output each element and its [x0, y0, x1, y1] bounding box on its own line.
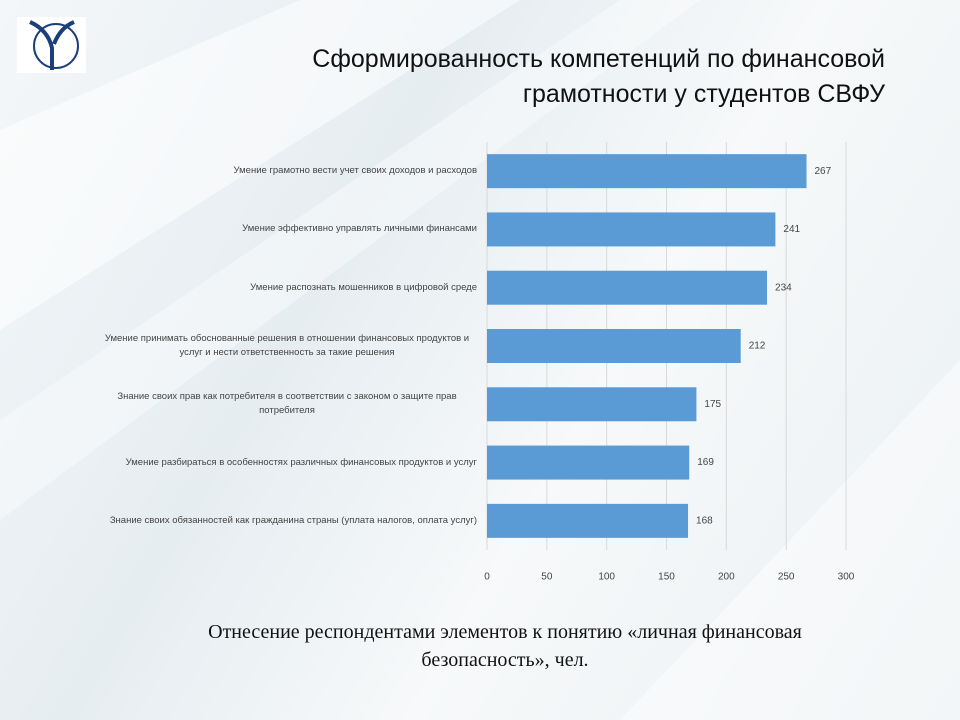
x-tick-label: 150	[658, 572, 675, 583]
category-label-box: Умение эффективно управлять личными фина…	[97, 212, 477, 246]
y-tick-label: Умение разбираться в особенностях различ…	[125, 456, 477, 468]
x-tick-label: 50	[541, 572, 553, 583]
value-label: 234	[775, 282, 792, 293]
bar	[487, 503, 689, 538]
y-tick-label: Умение принимать обоснованные решения в …	[104, 333, 470, 358]
category-label-box: Знание своих обязанностей как гражданина…	[97, 504, 477, 538]
category-label-box: Умение грамотно вести учет своих доходов…	[97, 154, 477, 188]
x-tick-label: 100	[598, 572, 615, 583]
chart-caption: Отнесение респондентами элементов к поня…	[208, 621, 802, 671]
category-label-box: Умение разбираться в особенностях различ…	[97, 446, 477, 480]
value-label: 169	[697, 457, 714, 468]
bar	[487, 212, 776, 247]
category-label-box: Умение распознать мошенников в цифровой …	[97, 271, 477, 305]
bar	[487, 445, 690, 480]
y-tick-label: Знание своих прав как потребителя в соот…	[117, 391, 457, 417]
category-label-box: Знание своих прав как потребителя в соот…	[97, 387, 477, 421]
value-label: 241	[783, 224, 800, 235]
bar	[487, 270, 768, 305]
x-tick-label: 250	[778, 572, 795, 583]
x-tick-label: 0	[484, 572, 490, 583]
slide-title: Сформированность компетенций по финансов…	[312, 45, 885, 108]
y-tick-label: Умение эффективно управлять личными фина…	[242, 223, 477, 235]
value-label: 175	[704, 399, 721, 410]
y-tick-label: Умение распознать мошенников в цифровой …	[250, 281, 477, 293]
x-tick-label: 200	[718, 572, 735, 583]
x-tick-label: 300	[838, 572, 855, 583]
bar	[487, 387, 697, 422]
value-label: 212	[749, 341, 766, 352]
bar	[487, 154, 807, 189]
value-label: 168	[696, 515, 713, 526]
y-tick-label: Знание своих обязанностей как гражданина…	[109, 514, 477, 526]
bar	[487, 329, 741, 363]
y-tick-label: Умение грамотно вести учет своих доходов…	[233, 165, 477, 177]
category-label-box: Умение принимать обоснованные решения в …	[97, 329, 477, 363]
value-label: 267	[815, 166, 832, 177]
